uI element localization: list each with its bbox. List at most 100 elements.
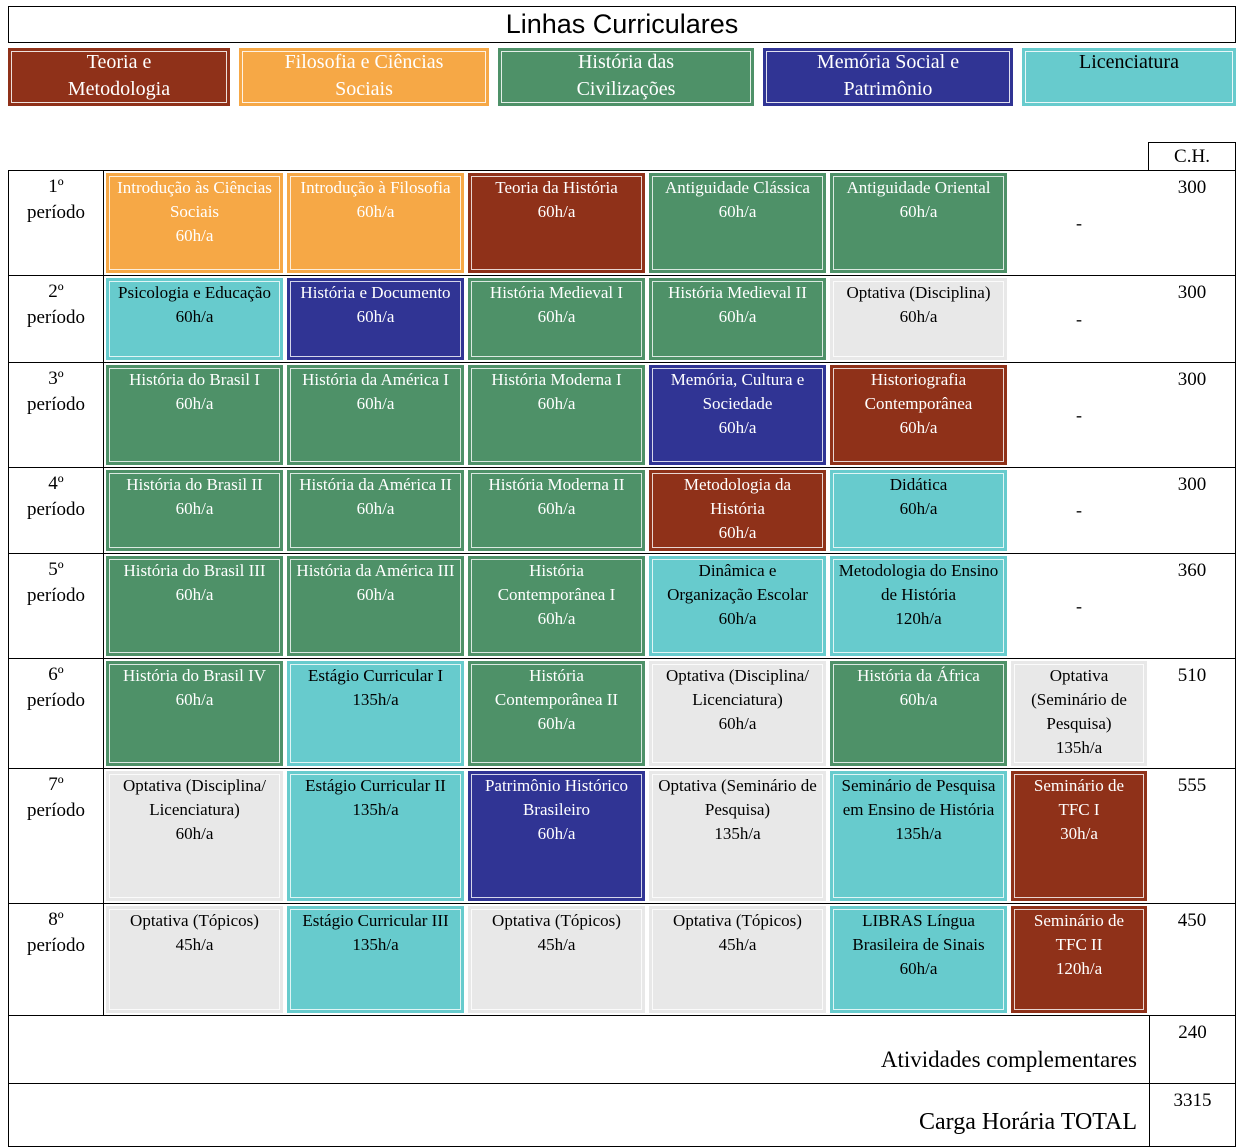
course-name: Optativa (Seminário de Pesquisa)	[658, 776, 817, 820]
course-hours: 60h/a	[175, 824, 214, 844]
ch-value: 300	[1149, 171, 1235, 275]
course-cell: Seminário de Pesquisa em Ensino de Histó…	[828, 769, 1009, 903]
legend: Teoria e Metodologia Filosofia e Ciências…	[8, 48, 1236, 106]
course-cell: História Contemporânea II 60h/a	[466, 659, 647, 768]
period-row: 5º período História do Brasil III 60h/a His…	[9, 554, 1235, 659]
footer-label-text: Atividades complementares	[880, 1047, 1137, 1072]
course-cell: LIBRAS Língua Brasileira de Sinais 60h/a	[828, 904, 1009, 1015]
course-name: História da América II	[299, 475, 452, 494]
course-cell: História e Documento 60h/a	[285, 276, 466, 362]
course-cell: Introdução à Filosofia 60h/a	[285, 171, 466, 275]
ch-value: 300	[1149, 468, 1235, 553]
course-block: História da América I 60h/a	[287, 365, 464, 465]
course-cell: Seminário de TFC II 120h/a	[1009, 904, 1149, 1015]
period-label-text: 5º período	[26, 559, 86, 606]
course-block: Seminário de TFC I 30h/a	[1011, 771, 1147, 901]
course-cell: Psicologia e Educação 60h/a	[104, 276, 285, 362]
footer-value-text: 240	[1178, 1022, 1207, 1043]
course-hours: 60h/a	[537, 824, 576, 844]
course-cell: Historiografia Contemporânea 60h/a	[828, 363, 1009, 467]
course-hours: 45h/a	[718, 935, 757, 955]
course-block: Optativa (Tópicos) 45h/a	[649, 906, 826, 1013]
course-name: História do Brasil IV	[122, 666, 267, 685]
course-cell: Dinâmica e Organização Escolar 60h/a	[647, 554, 828, 658]
course-cell: Optativa (Tópicos) 45h/a	[104, 904, 285, 1015]
ch-value-text: 360	[1177, 560, 1207, 581]
period-row: 4º período História do Brasil II 60h/a Hist…	[9, 468, 1235, 554]
course-name: Optativa (Tópicos)	[130, 911, 259, 930]
ch-value: 300	[1149, 363, 1235, 467]
empty-cell: -	[1009, 171, 1149, 275]
period-label: 4º período	[9, 468, 104, 553]
course-hours: 60h/a	[356, 202, 395, 222]
course-name: Psicologia e Educação	[118, 283, 271, 302]
legend-item-label: Filosofia e Ciências Sociais	[284, 51, 444, 100]
course-cell: História do Brasil III 60h/a	[104, 554, 285, 658]
course-cell: Introdução às Ciências Sociais 60h/a	[104, 171, 285, 275]
course-block: História Medieval II 60h/a	[649, 278, 826, 360]
course-name: História Medieval II	[668, 283, 807, 302]
course-name: História e Documento	[300, 283, 451, 302]
course-cell: História Moderna II 60h/a	[466, 468, 647, 553]
empty-dash: -	[1076, 404, 1082, 425]
ch-value-text: 555	[1177, 775, 1207, 796]
course-block: Estágio Curricular III 135h/a	[287, 906, 464, 1013]
period-label-text: 2º período	[26, 281, 86, 328]
course-hours: 60h/a	[356, 585, 395, 605]
course-name: Teoria da História	[495, 178, 618, 197]
legend-item-tm: Teoria e Metodologia	[8, 48, 230, 106]
ch-value: 360	[1149, 554, 1235, 658]
period-row: 1º período Introdução às Ciências Sociais…	[9, 171, 1235, 276]
course-hours: 60h/a	[718, 307, 757, 327]
course-cell: História do Brasil II 60h/a	[104, 468, 285, 553]
course-block: Introdução à Filosofia 60h/a	[287, 173, 464, 273]
course-cell: História da América I 60h/a	[285, 363, 466, 467]
ch-value-text: 300	[1177, 282, 1207, 303]
empty-dash: -	[1076, 500, 1082, 520]
empty-dash: -	[1076, 212, 1082, 233]
course-cell: Optativa (Disciplina) 60h/a	[828, 276, 1009, 362]
course-block: Optativa (Seminário de Pesquisa) 135h/a	[649, 771, 826, 901]
course-name: Antiguidade Clássica	[665, 178, 810, 197]
course-block: História da América II 60h/a	[287, 470, 464, 551]
course-cell: História Contemporânea I 60h/a	[466, 554, 647, 658]
legend-item-hc: História das Civilizações	[498, 48, 754, 106]
course-name: Patrimônio Histórico Brasileiro	[484, 776, 629, 820]
ch-value: 450	[1149, 904, 1235, 1015]
course-cell: Estágio Curricular III 135h/a	[285, 904, 466, 1015]
course-hours: 60h/a	[175, 499, 214, 519]
course-block: Antiguidade Oriental 60h/a	[830, 173, 1007, 273]
course-name: Estágio Curricular II	[305, 776, 446, 795]
course-hours: 60h/a	[537, 394, 576, 414]
course-name: História Moderna II	[488, 475, 625, 494]
course-name: Seminário de TFC I	[1033, 776, 1125, 820]
period-label-text: 4º período	[26, 473, 86, 520]
course-name: Metodologia da História	[683, 475, 792, 519]
legend-item-label: História das Civilizações	[576, 51, 676, 100]
course-name: Optativa (Disciplina)	[846, 283, 991, 302]
course-block: História e Documento 60h/a	[287, 278, 464, 360]
legend-item-lic: Licenciatura	[1022, 48, 1236, 106]
course-hours: 60h/a	[718, 202, 757, 222]
period-label-text: 1º período	[26, 176, 86, 223]
course-hours: 120h/a	[1055, 959, 1103, 979]
course-hours: 135h/a	[352, 690, 399, 710]
course-cell: História Medieval II 60h/a	[647, 276, 828, 362]
empty-dash: -	[1076, 595, 1082, 616]
ch-value: 510	[1149, 659, 1235, 768]
course-hours: 120h/a	[895, 609, 942, 629]
course-name: Estágio Curricular I	[307, 666, 443, 685]
course-cell: Memória, Cultura e Sociedade 60h/a	[647, 363, 828, 467]
course-hours: 60h/a	[899, 690, 938, 710]
course-hours: 45h/a	[175, 935, 214, 955]
course-name: Dinâmica e Organização Escolar	[667, 561, 808, 605]
course-hours: 60h/a	[356, 394, 395, 414]
curriculum-table: 1º período Introdução às Ciências Sociais…	[8, 170, 1236, 1147]
course-block: Patrimônio Histórico Brasileiro 60h/a	[468, 771, 645, 901]
course-name: Optativa (Disciplina/ Licenciatura)	[665, 666, 810, 710]
course-block: Historiografia Contemporânea 60h/a	[830, 365, 1007, 465]
course-hours: 45h/a	[537, 935, 576, 955]
course-cell: Metodologia do Ensino de História 120h/a	[828, 554, 1009, 658]
course-block: Didática 60h/a	[830, 470, 1007, 551]
course-cell: Teoria da História 60h/a	[466, 171, 647, 275]
